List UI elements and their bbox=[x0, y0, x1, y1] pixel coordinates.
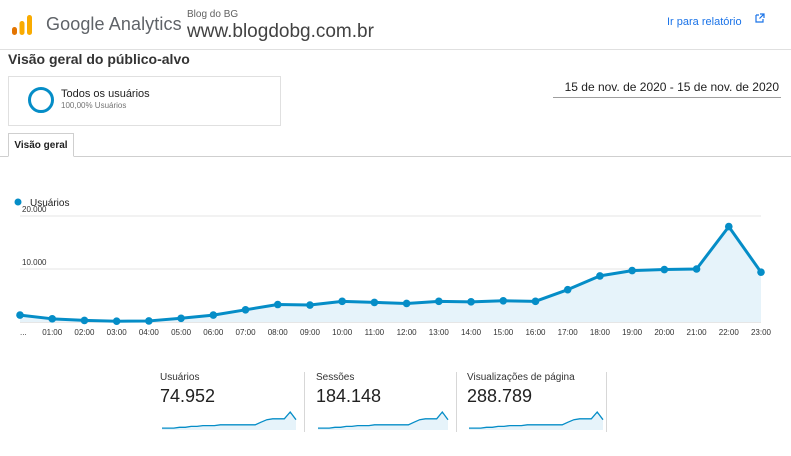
data-point bbox=[531, 297, 540, 306]
top-header: Google Analytics Blog do BG www.blogdobg… bbox=[0, 0, 791, 50]
x-tick-label: 14:00 bbox=[461, 328, 482, 337]
sparkline-area bbox=[318, 412, 448, 430]
data-point bbox=[112, 317, 121, 326]
x-tick-label: 08:00 bbox=[268, 328, 289, 337]
data-point bbox=[370, 298, 379, 307]
tab-bar-line bbox=[0, 156, 791, 157]
metric-value: 184.148 bbox=[316, 386, 382, 406]
legend-label: Usuários bbox=[30, 198, 69, 209]
users-chart: Usuários 20.000 10.000... 01:00 02:00 03:00 04… bbox=[0, 190, 791, 350]
x-tick-label: 11:00 bbox=[365, 328, 385, 337]
data-point bbox=[692, 265, 701, 273]
segment-circle-icon bbox=[28, 87, 54, 113]
metric-value: 74.952 bbox=[160, 386, 216, 406]
data-point bbox=[241, 306, 250, 314]
series-line bbox=[19, 225, 763, 323]
metric-users[interactable]: Usuários 74.952 bbox=[160, 372, 300, 432]
data-point bbox=[596, 272, 604, 280]
x-tick-label: 01:00 bbox=[42, 328, 63, 337]
x-tick-label: 21:00 bbox=[687, 328, 708, 337]
legend-swatch bbox=[14, 198, 22, 206]
data-point bbox=[499, 297, 508, 305]
property-url[interactable]: www.blogdobg.com.br bbox=[187, 21, 374, 42]
data-point bbox=[757, 268, 765, 276]
sparkline-line bbox=[469, 410, 604, 429]
x-tick-label: 12:00 bbox=[397, 328, 418, 337]
metric-divider bbox=[304, 372, 305, 432]
segment-card[interactable]: Todos os usuários 100,00% Usuários bbox=[8, 76, 281, 126]
go-to-report-link[interactable]: Ir para relatório bbox=[667, 16, 742, 28]
data-point bbox=[467, 298, 475, 306]
x-tick-label: 10:00 bbox=[332, 328, 353, 337]
metric-pageviews[interactable]: Visualizações de página 288.789 bbox=[467, 372, 607, 432]
product-name: Google Analytics bbox=[46, 14, 182, 34]
x-tick-label: 15:00 bbox=[493, 328, 514, 337]
series-area bbox=[20, 226, 761, 322]
data-point bbox=[306, 301, 314, 309]
data-point bbox=[660, 265, 669, 274]
page-title: Visão geral do público-alvo bbox=[8, 51, 190, 67]
segment-percent: 100,00% Usuários bbox=[61, 101, 127, 110]
data-point bbox=[145, 317, 153, 325]
external-link-icon[interactable] bbox=[755, 13, 765, 23]
data-point bbox=[435, 297, 443, 306]
metric-sparkline bbox=[162, 410, 297, 430]
x-tick-label: 19:00 bbox=[622, 328, 643, 337]
sparkline-area bbox=[162, 412, 296, 430]
x-tick-label: 22:00 bbox=[719, 328, 740, 337]
y-tick-label: 10.000 bbox=[22, 258, 47, 267]
x-tick-label: 04:00 bbox=[139, 328, 160, 337]
metric-label: Visualizações de página bbox=[467, 372, 575, 383]
data-point bbox=[628, 266, 636, 275]
metric-sparkline bbox=[469, 410, 604, 430]
x-tick-label: ... bbox=[20, 328, 27, 337]
date-range-picker[interactable]: 15 de nov. de 2020 - 15 de nov. de 2020 bbox=[553, 76, 781, 98]
data-point bbox=[273, 300, 282, 309]
data-point bbox=[338, 297, 346, 306]
data-point bbox=[209, 311, 218, 319]
data-point bbox=[402, 299, 411, 308]
data-point bbox=[724, 222, 733, 231]
property-name[interactable]: Blog do BG bbox=[187, 9, 239, 20]
x-tick-label: 16:00 bbox=[525, 328, 546, 337]
x-tick-label: 18:00 bbox=[590, 328, 611, 337]
segment-name: Todos os usuários bbox=[61, 88, 150, 100]
x-tick-label: 23:00 bbox=[751, 328, 772, 337]
metric-label: Sessões bbox=[316, 372, 355, 383]
metric-divider bbox=[456, 372, 457, 432]
metric-label: Usuários bbox=[160, 372, 200, 383]
tab-overview[interactable]: Visão geral bbox=[8, 133, 74, 157]
data-point bbox=[16, 311, 24, 319]
x-tick-label: 02:00 bbox=[74, 328, 95, 337]
metric-sparkline bbox=[318, 410, 449, 430]
analytics-logo-icon bbox=[12, 15, 32, 35]
x-tick-label: 07:00 bbox=[236, 328, 257, 337]
metric-divider bbox=[606, 372, 607, 432]
data-point bbox=[177, 314, 185, 323]
metric-sessions[interactable]: Sessões 184.148 bbox=[316, 372, 452, 432]
x-tick-label: 13:00 bbox=[429, 328, 450, 337]
x-tick-label: 09:00 bbox=[300, 328, 321, 337]
sparkline-area bbox=[469, 412, 603, 430]
sparkline-line bbox=[162, 410, 297, 429]
x-tick-label: 06:00 bbox=[203, 328, 224, 337]
x-tick-label: 17:00 bbox=[558, 328, 579, 337]
data-point bbox=[80, 316, 89, 325]
sparkline-line bbox=[318, 410, 449, 429]
metric-value: 288.789 bbox=[467, 386, 533, 406]
x-tick-label: 03:00 bbox=[107, 328, 128, 337]
data-point bbox=[48, 315, 57, 323]
y-tick-label: 20.000 bbox=[22, 205, 47, 214]
x-tick-label: 20:00 bbox=[654, 328, 675, 337]
data-point bbox=[563, 285, 572, 294]
x-tick-label: 05:00 bbox=[171, 328, 192, 337]
